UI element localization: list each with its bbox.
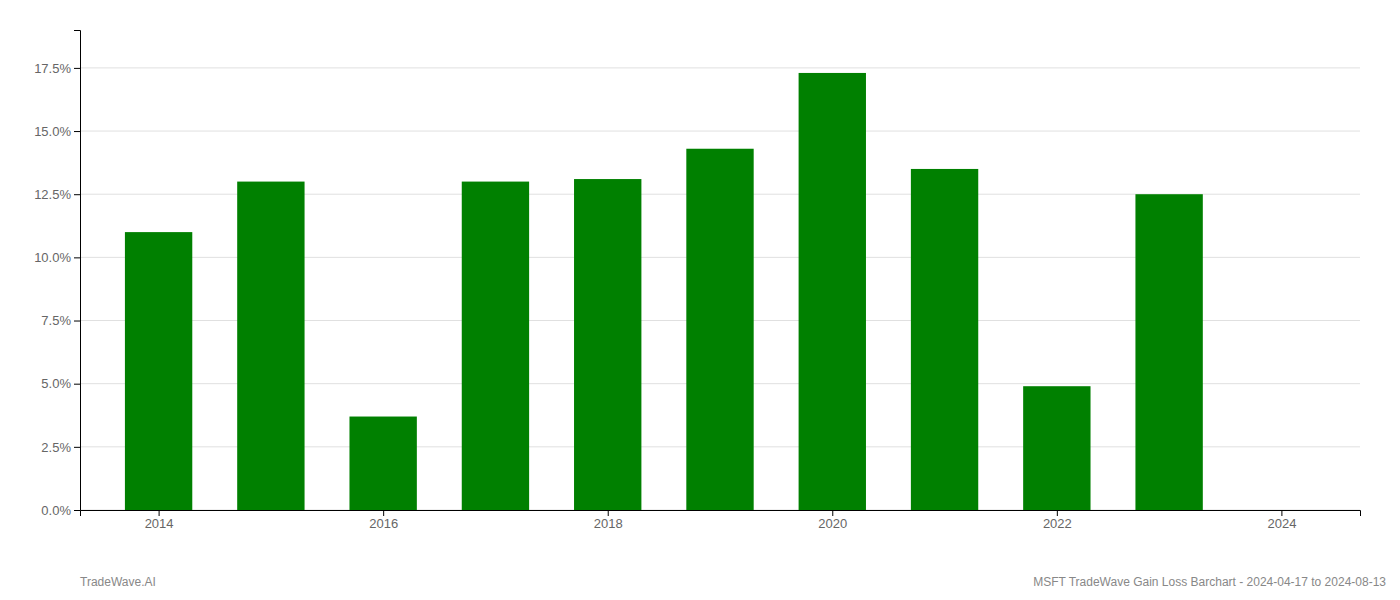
chart: 0.0% 2.5% 5.0% 7.5% 10.0% 12.5% 15.0% 17.5% 2014… [0, 0, 1400, 600]
tick-label: 2018 [594, 516, 623, 531]
tick-label: 2014 [145, 516, 174, 531]
bar [462, 182, 529, 510]
annotation: MSFT TradeWave Gain Loss Barchart - 2024… [1033, 575, 1386, 589]
bar [125, 232, 192, 510]
tick: 2014 [145, 510, 174, 531]
bar [349, 417, 416, 510]
tick: 2024 [1267, 510, 1296, 531]
tick: 2018 [594, 510, 623, 531]
plot: 0.0% 2.5% 5.0% 7.5% 10.0% 12.5% 15.0% 17.5% 2014… [34, 31, 1360, 532]
x-axis: 2014 2016 2018 2020 2022 2024 [81, 510, 1361, 531]
bar [799, 73, 866, 510]
grid [80, 68, 1360, 510]
tick-mark [74, 68, 80, 69]
tick-label: 2020 [818, 516, 847, 531]
tick-mark [74, 321, 80, 322]
tick-mark [74, 384, 80, 385]
tick: 10.0% [34, 250, 80, 265]
tick-label: 17.5% [34, 61, 71, 76]
tick: 12.5% [34, 187, 80, 202]
footer: TradeWave.AI MSFT TradeWave Gain Loss Bar… [80, 575, 1386, 589]
tick-mark [1057, 510, 1058, 516]
tick: 7.5% [41, 313, 80, 328]
tick-label: 7.5% [41, 313, 71, 328]
bars [125, 73, 1203, 510]
grid-line [80, 131, 1360, 132]
tick: 15.0% [34, 124, 80, 139]
tick-label: 10.0% [34, 250, 71, 265]
tick-label: 12.5% [34, 187, 71, 202]
tick-mark [832, 510, 833, 516]
tick-mark [1281, 510, 1282, 516]
tick-mark [383, 510, 384, 516]
bar [911, 169, 978, 510]
tick-label: 5.0% [41, 376, 71, 391]
tick-label: 2024 [1267, 516, 1296, 531]
tick-mark [159, 510, 160, 516]
bar [574, 179, 641, 510]
tick: 2022 [1043, 510, 1072, 531]
tick: 5.0% [41, 376, 80, 391]
bar [686, 149, 753, 510]
tick-mark [608, 510, 609, 516]
tick-label: 2022 [1043, 516, 1072, 531]
axis-line [81, 511, 1361, 517]
tick: 0.0% [41, 503, 80, 518]
annotation: TradeWave.AI [80, 575, 156, 589]
tick-label: 0.0% [41, 503, 71, 518]
y-axis: 0.0% 2.5% 5.0% 7.5% 10.0% 12.5% 15.0% 17.5% [34, 31, 80, 518]
bar [1023, 386, 1090, 510]
tick-mark [74, 131, 80, 132]
tick: 2016 [369, 510, 398, 531]
bar [237, 182, 304, 510]
tick-mark [74, 447, 80, 448]
tick-label: 15.0% [34, 124, 71, 139]
tick-mark [74, 510, 80, 511]
axis-line [74, 31, 81, 511]
tick: 17.5% [34, 61, 80, 76]
tick: 2020 [818, 510, 847, 531]
bar [1135, 194, 1202, 510]
tick-label: 2016 [369, 516, 398, 531]
tick: 2.5% [41, 440, 80, 455]
grid-line [80, 67, 1360, 68]
tick-label: 2.5% [41, 440, 71, 455]
tick-mark [74, 257, 80, 258]
tick-mark [74, 194, 80, 195]
